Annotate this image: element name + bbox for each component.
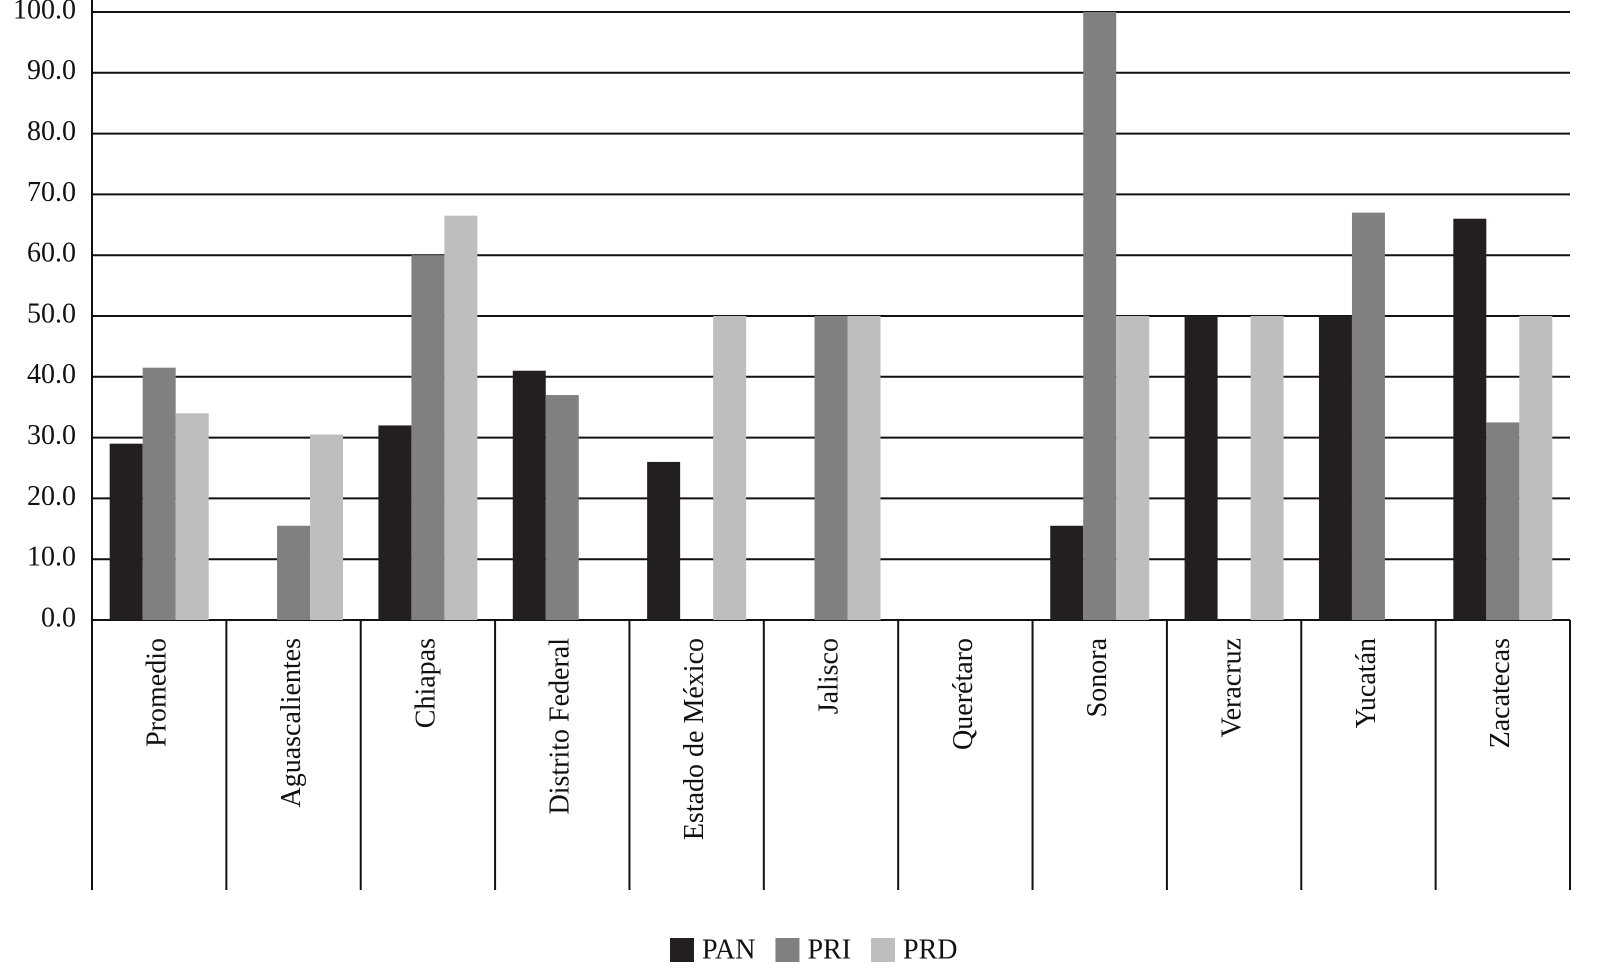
bar	[175, 413, 209, 620]
y-tick-label: 50.0	[27, 298, 76, 329]
bar	[277, 525, 311, 620]
bar	[847, 316, 881, 620]
y-tick-label: 0.0	[41, 602, 76, 633]
bar	[378, 425, 412, 620]
bar	[1250, 316, 1284, 620]
legend-swatch	[775, 938, 800, 962]
x-tick-label: Aguascalientes	[276, 638, 307, 808]
x-tick-label: Veracruz	[1217, 638, 1248, 737]
bar	[1519, 316, 1553, 620]
bar	[1453, 218, 1487, 620]
x-tick-label: Estado de México	[679, 638, 710, 840]
legend-swatch	[871, 938, 896, 962]
bar	[545, 395, 579, 620]
bar	[1116, 316, 1150, 620]
y-tick-label: 100.0	[13, 0, 76, 25]
bar	[411, 255, 445, 620]
legend-label: PRI	[807, 934, 851, 965]
x-tick-label: Sonora	[1082, 637, 1113, 717]
bar	[109, 443, 143, 620]
legend-label: PRD	[903, 934, 957, 965]
x-tick-label: Yucatán	[1351, 638, 1382, 728]
y-tick-label: 70.0	[27, 177, 76, 208]
y-tick-label: 60.0	[27, 238, 76, 269]
bar	[647, 461, 681, 620]
x-tick-label: Promedio	[142, 638, 173, 747]
bar	[142, 367, 176, 620]
x-tick-label: Zacatecas	[1485, 638, 1516, 748]
bar	[1318, 316, 1352, 620]
bar	[1184, 316, 1218, 620]
legend-label: PAN	[702, 934, 755, 965]
x-tick-label: Querétaro	[948, 638, 979, 750]
bar	[1050, 525, 1084, 620]
bar	[1351, 212, 1385, 620]
bar	[512, 370, 546, 620]
y-tick-label: 10.0	[27, 542, 76, 573]
y-tick-label: 40.0	[27, 359, 76, 390]
x-tick-label: Jalisco	[813, 638, 844, 714]
bar	[310, 434, 344, 620]
bar	[713, 316, 747, 620]
y-tick-label: 90.0	[27, 55, 76, 86]
y-tick-label: 80.0	[27, 116, 76, 147]
y-tick-label: 30.0	[27, 420, 76, 451]
bar	[1083, 12, 1117, 620]
y-tick-label: 20.0	[27, 481, 76, 512]
bar	[814, 316, 848, 620]
x-tick-label: Chiapas	[410, 638, 441, 728]
bar	[444, 215, 478, 620]
bar	[1486, 422, 1520, 620]
legend-swatch	[670, 938, 694, 962]
x-tick-label: Distrito Federal	[545, 638, 576, 815]
